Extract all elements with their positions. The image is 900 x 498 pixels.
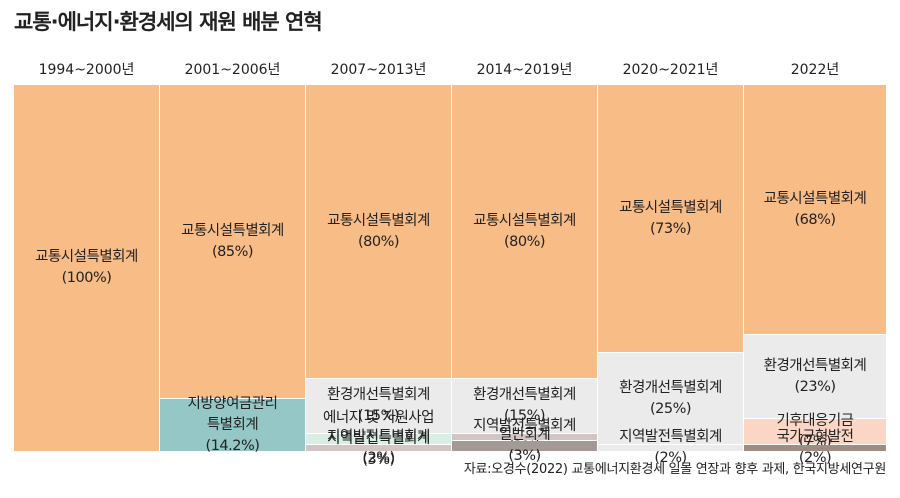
period-label: 2022년 (790, 62, 840, 78)
allocation-segment: 환경개선특별회계 (23%) (744, 335, 886, 418)
segment-label: 일반회계 (3%) (452, 427, 597, 464)
segment-name: 지방양여금관리 (187, 395, 278, 412)
source-note: 자료:오경수(2022) 교통에너지환경세 일몰 연장과 향후 과제, 한국지방… (463, 462, 886, 477)
allocation-segment: 환경개선특별회계 (15%) (306, 379, 451, 433)
segment-name: 지역발전특별회계 (473, 418, 576, 434)
segment-name: 환경개선특별회계 (763, 357, 867, 374)
segment-label: 지역발전특별회계 (2%) (306, 429, 451, 466)
allocation-segment: 환경개선특별회계 (15%) (452, 379, 597, 433)
allocation-segment: 기후대응기금 (7%) (744, 413, 886, 450)
segment-name: 지역발전특별회계 (327, 430, 430, 447)
allocation-segment: 교통시설특별회계 (80%) (452, 85, 597, 378)
segment-percent: (2%) (362, 450, 395, 466)
segment-name: 교통시설특별회계 (327, 212, 430, 229)
segment-percent: (14.2%) (205, 437, 260, 454)
allocation-segment: 지역발전특별회계 (2%) (598, 429, 743, 466)
segment-percent: (80%) (357, 233, 400, 250)
segment-label: 지역발전특별회계 (2%) (598, 429, 743, 466)
allocation-segment: 지역발전특별회계 (2%) (306, 429, 451, 466)
allocation-segment: 국가균형발전 (2%) (744, 429, 886, 466)
segment-percent: (15%) (357, 408, 400, 424)
allocation-segment: 교통시설특별회계 (80%) (306, 85, 451, 378)
segment-label: 교통시설특별회계 (85%) (160, 85, 305, 398)
segment-name: 에너지 및 자원사업 (323, 409, 434, 426)
segment-percent: (15%) (503, 408, 546, 424)
chart-title: 교통·에너지·환경세의 재원 배분 연혁 (14, 10, 323, 34)
allocation-segment: 교통시설특별회계 (100%) (14, 85, 159, 451)
segment-name: 환경개선특별회계 (473, 387, 576, 403)
segment-name: 국가균형발전 (776, 429, 854, 445)
segment-percent: (2%) (654, 450, 687, 466)
segment-name: 특별회계 (206, 416, 259, 433)
segment-name: 교통시설특별회계 (619, 199, 722, 216)
period-label: 2001~2006년 (184, 62, 281, 78)
segment-percent: (80%) (503, 233, 546, 250)
segment-percent: (85%) (211, 243, 254, 260)
segment-percent: (3%) (362, 451, 395, 468)
period-label: 1994~2000년 (38, 62, 135, 78)
segment-percent: (2%) (798, 450, 832, 466)
segment-name: 일반회계 (498, 427, 551, 443)
segment-name: 기후대응기금 (776, 412, 854, 429)
segment-name: 지역발전특별회계 (327, 429, 430, 445)
segment-percent: (25%) (649, 400, 692, 417)
segment-label: 환경개선특별회계 (23%) (744, 335, 886, 418)
period-label: 2007~2013년 (330, 62, 427, 78)
segment-name: 교통시설특별회계 (763, 190, 867, 207)
segment-name: 교통시설특별회계 (35, 249, 138, 265)
period-label: 2020~2021년 (622, 62, 719, 78)
allocation-segment: 일반회계 (3%) (452, 427, 597, 464)
segment-percent: (68%) (794, 211, 836, 228)
segment-percent: (100%) (61, 270, 112, 286)
allocation-segment: 교통시설특별회계 (85%) (160, 85, 305, 398)
allocation-segment: 교통시설특별회계 (68%) (744, 85, 886, 334)
segment-label: 교통시설특별회계 (68%) (744, 85, 886, 334)
segment-name: 교통시설특별회계 (181, 222, 284, 239)
segment-label: 교통시설특별회계 (100%) (14, 85, 159, 451)
segment-percent: (73%) (649, 220, 692, 237)
segment-label: 교통시설특별회계 (73%) (598, 85, 743, 352)
segment-percent: (23%) (794, 378, 836, 395)
segment-name: 지역발전특별회계 (619, 429, 722, 445)
segment-label: 환경개선특별회계 (25%) (598, 353, 743, 444)
allocation-segment: 교통시설특별회계 (73%) (598, 85, 743, 352)
segment-label: 환경개선특별회계 (15%) (306, 379, 451, 433)
allocation-segment: 환경개선특별회계 (25%) (598, 353, 743, 444)
segment-label: 교통시설특별회계 (80%) (452, 85, 597, 378)
segment-name: 환경개선특별회계 (327, 387, 430, 403)
period-label: 2014~2019년 (476, 62, 573, 78)
segment-label: 국가균형발전 (2%) (744, 429, 886, 466)
segment-percent: (3%) (508, 448, 541, 464)
segment-label: 교통시설특별회계 (80%) (306, 85, 451, 378)
segment-name: 환경개선특별회계 (619, 379, 722, 396)
segment-name: 교통시설특별회계 (473, 212, 576, 229)
segment-label: 환경개선특별회계 (15%) (452, 379, 597, 433)
